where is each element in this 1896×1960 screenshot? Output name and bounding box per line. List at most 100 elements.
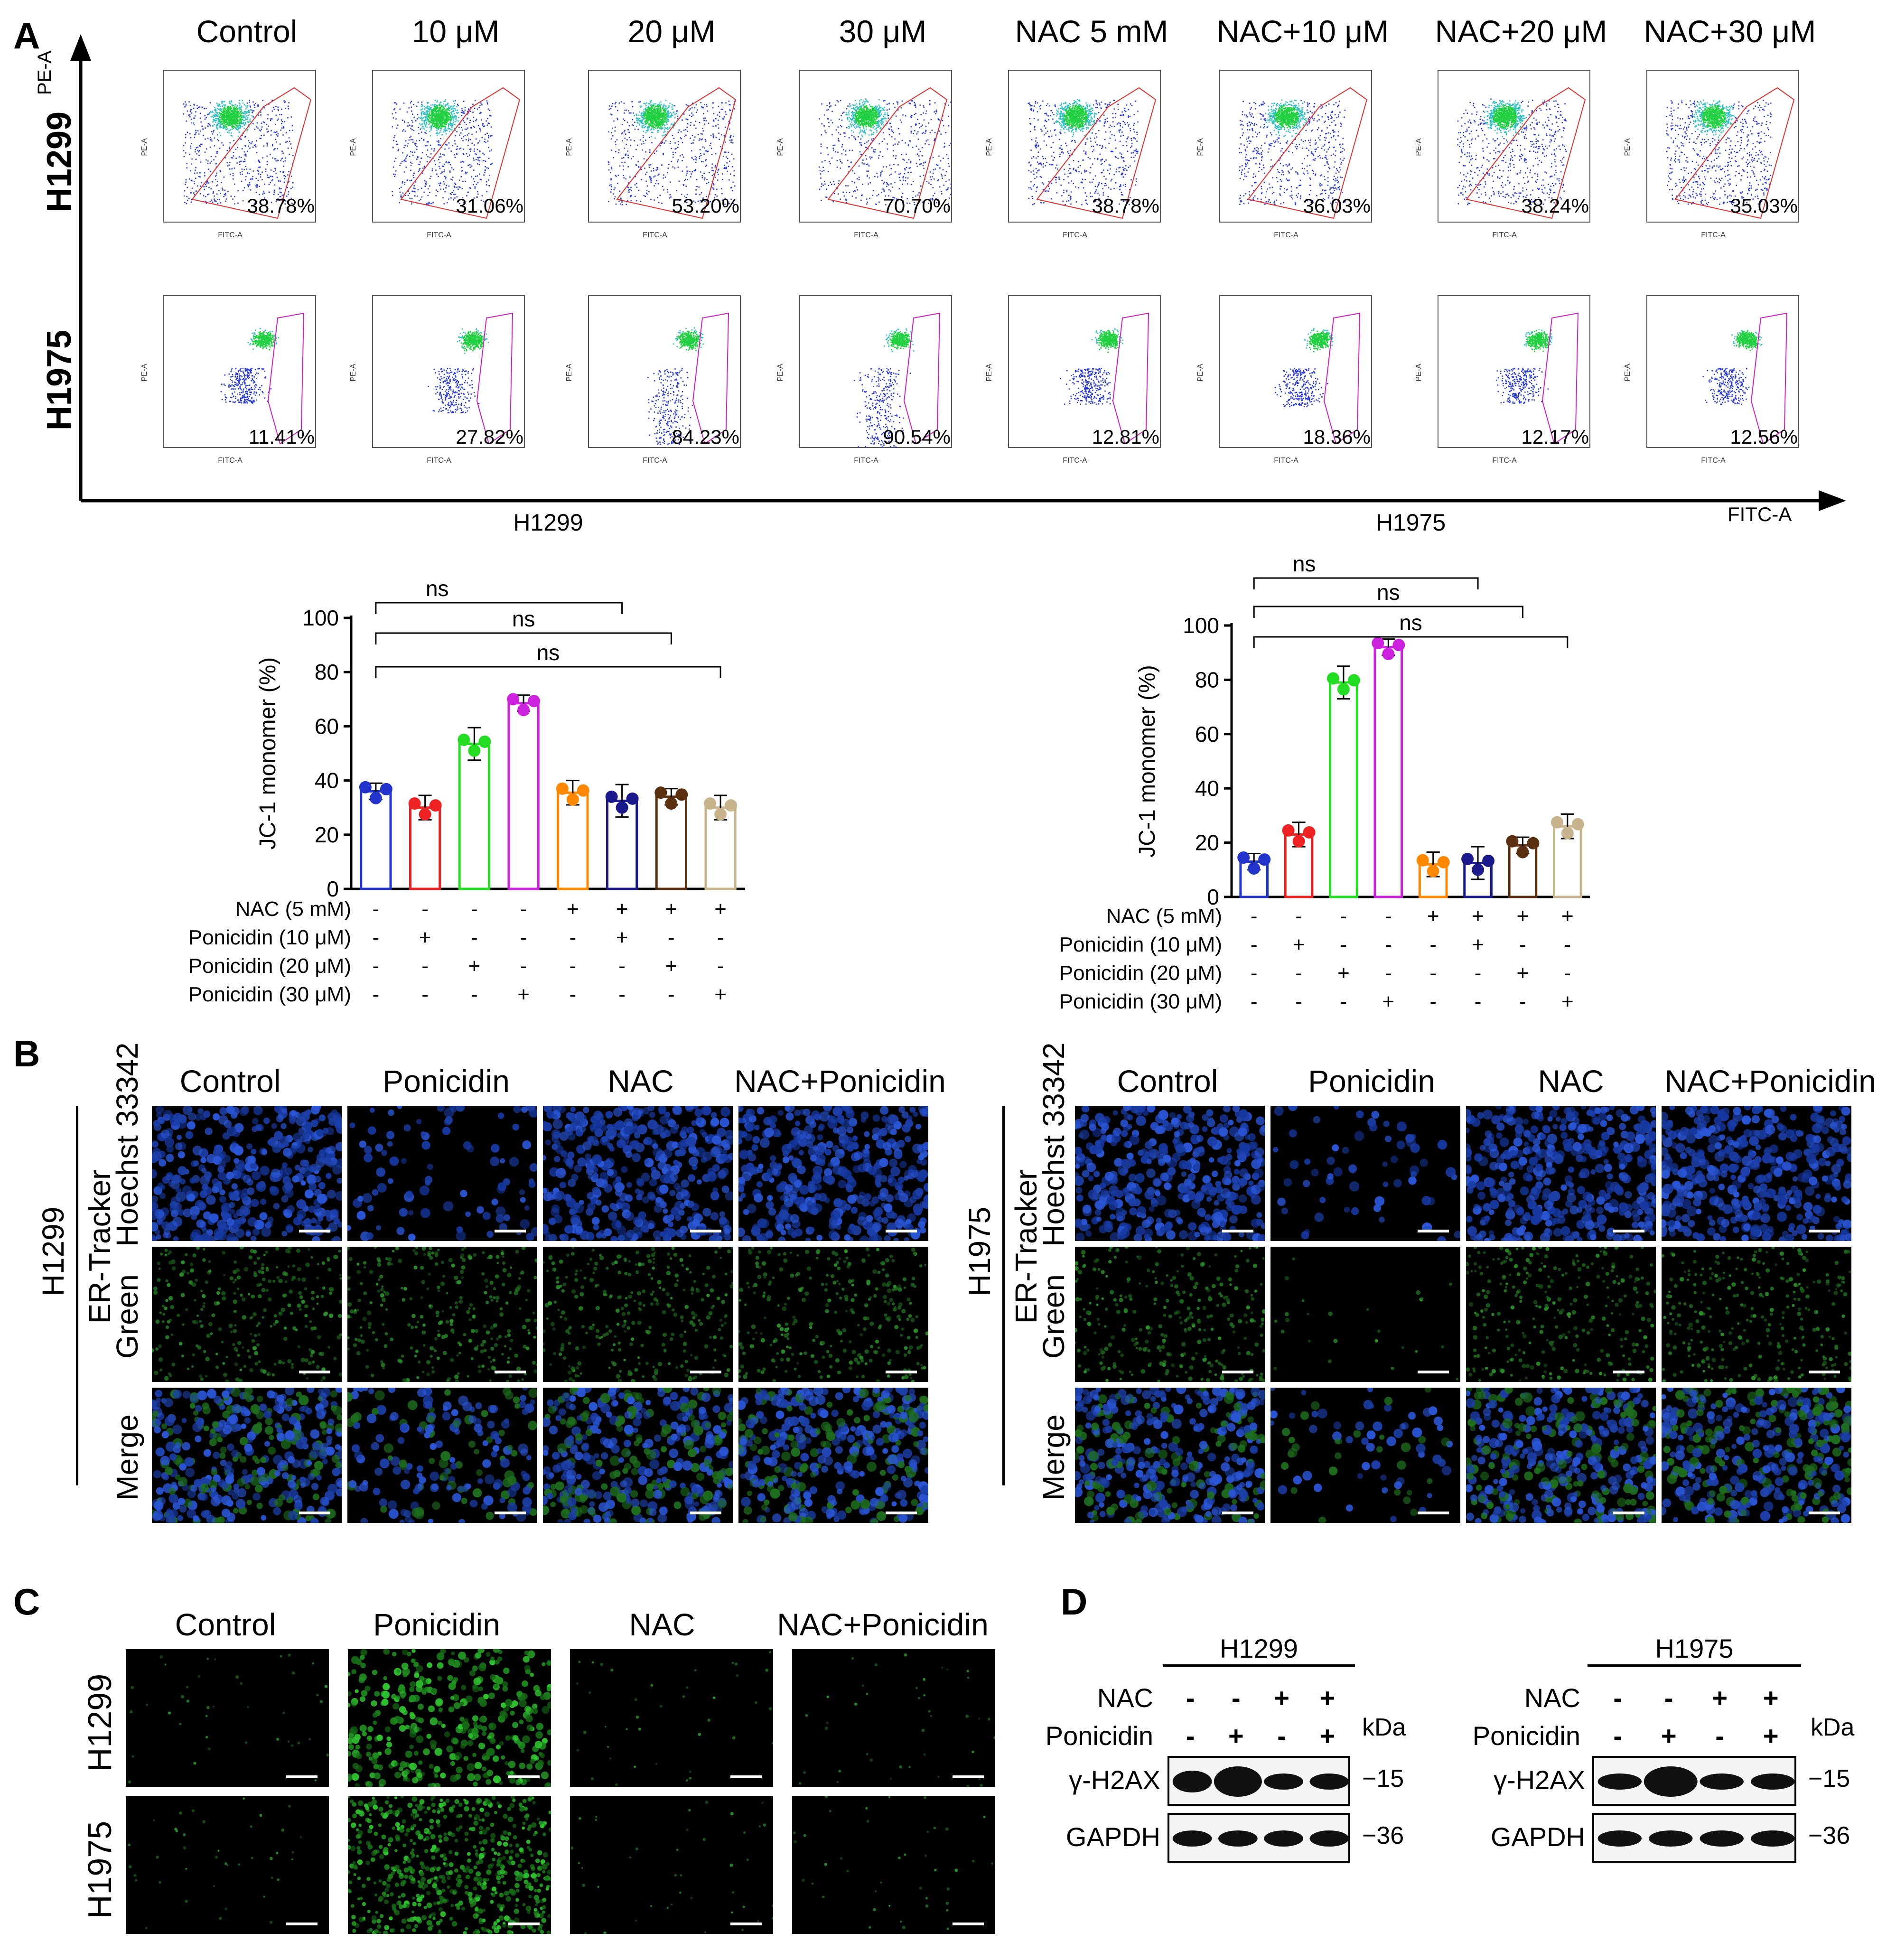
blot-band-name: GAPDH bbox=[1478, 1821, 1585, 1852]
flow-gate-percentage: 12.17% bbox=[1522, 426, 1589, 448]
blot-band bbox=[1751, 1773, 1795, 1790]
er-row-label: Merge bbox=[1036, 1386, 1071, 1529]
data-point bbox=[1482, 854, 1495, 867]
blot-nac-sign: - bbox=[1654, 1682, 1683, 1713]
blot-band bbox=[1597, 1773, 1642, 1790]
significance-bracket bbox=[1253, 606, 1523, 618]
blot-nac-sign: + bbox=[1756, 1682, 1785, 1713]
blot-band bbox=[1218, 1830, 1258, 1847]
data-point bbox=[605, 790, 618, 803]
blot-band-box bbox=[1592, 1813, 1796, 1863]
bar bbox=[1329, 681, 1358, 898]
treatment-sign: - bbox=[421, 954, 429, 978]
data-point bbox=[725, 799, 738, 812]
treatment-sign: - bbox=[520, 897, 527, 921]
flow-gate-percentage: 38.24% bbox=[1522, 195, 1589, 217]
scale-bar bbox=[1418, 1512, 1449, 1514]
scale-bar bbox=[690, 1512, 721, 1514]
significance-label: ns bbox=[1399, 610, 1422, 635]
flow-gate-percentage: 18.36% bbox=[1303, 426, 1371, 448]
scale-bar bbox=[886, 1371, 917, 1373]
significance-bracket bbox=[375, 666, 721, 678]
svg-text:PE-A: PE-A bbox=[140, 138, 149, 156]
treatment-sign: - bbox=[1295, 905, 1302, 928]
significance-label: ns bbox=[426, 576, 449, 601]
svg-text:PE-A: PE-A bbox=[565, 138, 573, 156]
treatment-sign: - bbox=[717, 954, 724, 978]
blot-nac-sign: + bbox=[1313, 1682, 1342, 1713]
treatment-sign: - bbox=[1295, 961, 1302, 985]
blot-band bbox=[1264, 1830, 1304, 1847]
blot-band-name: γ-H2AX bbox=[1478, 1764, 1585, 1795]
treatment-sign: - bbox=[520, 926, 527, 949]
blot-band bbox=[1751, 1830, 1795, 1847]
treatment-sign: + bbox=[665, 897, 678, 921]
svg-text:FITC-A: FITC-A bbox=[643, 231, 667, 239]
treatment-sign: - bbox=[1429, 961, 1437, 985]
scale-bar bbox=[690, 1371, 721, 1373]
data-point bbox=[517, 704, 530, 717]
er-image-tile bbox=[152, 1388, 342, 1523]
flow-row-label-h1299: H1299 bbox=[40, 110, 79, 214]
blot-nac-sign: - bbox=[1176, 1682, 1205, 1713]
flow-axes bbox=[70, 34, 1846, 511]
treatment-sign: - bbox=[618, 954, 626, 978]
treatment-sign: + bbox=[419, 926, 431, 949]
flow-gate-percentage: 38.78% bbox=[247, 195, 315, 217]
if-col-header: Ponicidin bbox=[318, 1606, 555, 1643]
y-axis-label: JC-1 monomer (%) bbox=[255, 657, 280, 849]
er-col-header: NAC+Ponicidin bbox=[721, 1063, 959, 1099]
scale-bar bbox=[299, 1230, 330, 1232]
treatment-sign: - bbox=[1385, 961, 1392, 985]
if-row-label: H1975 bbox=[81, 1808, 119, 1932]
treatment-sign: - bbox=[373, 897, 380, 921]
flow-plot: FITC-A PE-A 38.78% bbox=[980, 62, 1170, 252]
chart-title: H1975 bbox=[1376, 509, 1446, 536]
treatment-sign: + bbox=[1472, 933, 1484, 956]
treatment-row-label: Ponicidin (10 μM) bbox=[1059, 933, 1222, 956]
treatment-sign: + bbox=[1293, 933, 1305, 956]
treatment-sign: + bbox=[517, 983, 530, 1006]
er-image-tile bbox=[738, 1388, 928, 1523]
er-col-header: Control bbox=[112, 1063, 349, 1099]
treatment-sign: + bbox=[1517, 905, 1529, 928]
data-point bbox=[556, 782, 569, 795]
treatment-sign: + bbox=[468, 954, 481, 978]
if-image-tile bbox=[348, 1796, 551, 1934]
data-point bbox=[1461, 852, 1474, 865]
y-tick-label: 0 bbox=[327, 877, 339, 901]
data-point bbox=[626, 792, 639, 805]
y-tick-label: 20 bbox=[315, 822, 339, 847]
data-point bbox=[359, 781, 372, 793]
treatment-sign: - bbox=[421, 983, 429, 1006]
y-tick-label: 80 bbox=[315, 660, 339, 684]
y-tick-label: 0 bbox=[1207, 885, 1219, 909]
data-point bbox=[1561, 827, 1574, 840]
blot-band bbox=[1172, 1830, 1212, 1847]
scale-bar bbox=[1809, 1230, 1840, 1232]
treatment-sign: - bbox=[668, 926, 675, 949]
if-image-tile bbox=[348, 1649, 551, 1787]
blot-band bbox=[1644, 1766, 1698, 1797]
bar-chart-h1299: H1299 0 20 40 60 80 100 JC-1 monomer (%) - - - - - + -… bbox=[188, 509, 745, 1006]
treatment-sign: + bbox=[714, 983, 727, 1006]
if-col-header: NAC+Ponicidin bbox=[764, 1606, 1001, 1643]
treatment-sign: - bbox=[421, 897, 429, 921]
treatment-sign: - bbox=[1385, 905, 1392, 928]
bar bbox=[1373, 646, 1403, 898]
blot-nac-label: NAC bbox=[1391, 1682, 1580, 1713]
treatment-sign: + bbox=[1517, 961, 1529, 985]
flow-plot: FITC-A PE-A 12.56% bbox=[1618, 287, 1808, 477]
data-point bbox=[507, 693, 520, 706]
blot-band bbox=[1214, 1766, 1262, 1797]
blot-nac-sign: + bbox=[1706, 1682, 1734, 1713]
scale-bar bbox=[1613, 1512, 1644, 1514]
er-group-label: ER-Tracker bbox=[82, 1138, 117, 1356]
flow-gate-percentage: 12.56% bbox=[1730, 426, 1798, 448]
if-image-tile bbox=[792, 1649, 995, 1787]
flow-gate-percentage: 12.81% bbox=[1092, 426, 1159, 448]
significance-bracket bbox=[375, 632, 672, 644]
blot-band-name: γ-H2AX bbox=[1054, 1764, 1160, 1795]
treatment-sign: - bbox=[1340, 905, 1347, 928]
treatment-sign: - bbox=[1564, 933, 1571, 956]
